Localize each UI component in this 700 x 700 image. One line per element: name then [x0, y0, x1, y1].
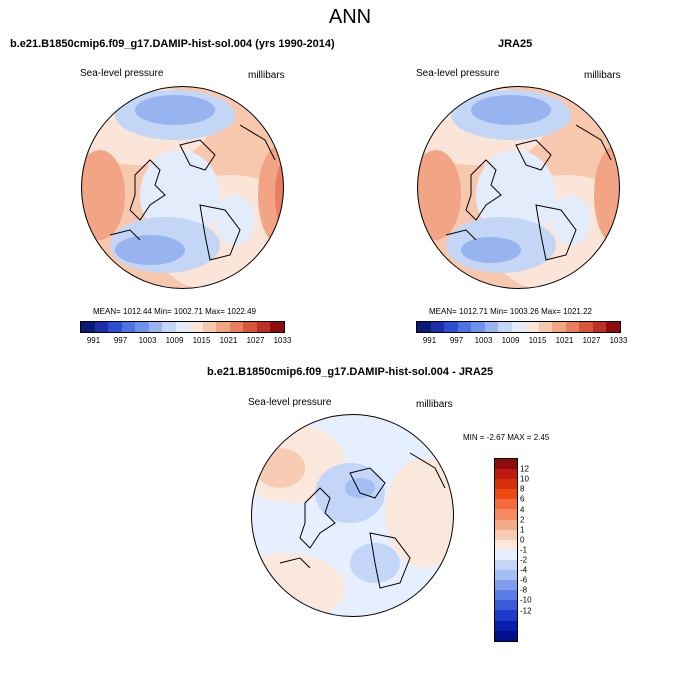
- panel2-stats: MEAN= 1012.71 Min= 1003.26 Max= 1021.22: [429, 307, 592, 316]
- colorbar-swatch: [495, 459, 517, 470]
- colorbar-tick-label: 1033: [273, 336, 292, 345]
- colorbar-tick-label: 1027: [582, 336, 601, 345]
- colorbar-swatch: [457, 322, 471, 332]
- panel3-units-label: millibars: [416, 399, 453, 410]
- panel1-variable-label: Sea-level pressure: [80, 68, 164, 79]
- colorbar-swatch: [498, 322, 512, 332]
- colorbar-swatch: [162, 322, 176, 332]
- colorbar-swatch: [495, 610, 517, 621]
- colorbar-swatch: [511, 322, 525, 332]
- colorbar-swatch: [579, 322, 593, 332]
- colorbar-swatch: [81, 322, 95, 332]
- colorbar-swatch: [495, 590, 517, 601]
- colorbar-swatch: [417, 322, 431, 332]
- colorbar-swatch: [495, 570, 517, 581]
- colorbar-swatch: [495, 469, 517, 480]
- colorbar-tick-label: 1027: [246, 336, 265, 345]
- colorbar-tick-label: -2: [520, 555, 528, 565]
- panel2-colorbar: [416, 321, 621, 333]
- panel1-stats: MEAN= 1012.44 Min= 1002.71 Max= 1022.49: [93, 307, 256, 316]
- colorbar-swatch: [484, 322, 498, 332]
- colorbar-swatch: [538, 322, 552, 332]
- colorbar-tick-label: 1009: [501, 336, 520, 345]
- colorbar-tick-label: -8: [520, 585, 528, 595]
- colorbar-swatch: [495, 600, 517, 611]
- colorbar-tick-label: 0: [520, 535, 525, 545]
- colorbar-swatch: [108, 322, 122, 332]
- panel1-colorbar: [80, 321, 285, 333]
- colorbar-tick-label: -12: [520, 606, 532, 615]
- colorbar-swatch: [495, 559, 517, 571]
- colorbar-tick-label: 1021: [219, 336, 238, 345]
- colorbar-swatch: [256, 322, 270, 332]
- colorbar-swatch: [552, 322, 566, 332]
- colorbar-swatch: [525, 322, 539, 332]
- colorbar-tick-label: 4: [520, 505, 525, 514]
- colorbar-swatch: [471, 322, 485, 332]
- colorbar-swatch: [495, 580, 517, 591]
- figure-title: ANN: [328, 6, 372, 28]
- panel3-variable-label: Sea-level pressure: [248, 397, 332, 408]
- panel1-polar-map: [81, 86, 284, 289]
- colorbar-swatch: [565, 322, 579, 332]
- colorbar-swatch: [495, 509, 517, 520]
- colorbar-swatch: [243, 322, 257, 332]
- colorbar-swatch: [495, 630, 517, 641]
- colorbar-swatch: [189, 322, 203, 332]
- colorbar-tick-label: 10: [520, 474, 529, 484]
- colorbar-swatch: [175, 322, 189, 332]
- colorbar-tick-label: 6: [520, 494, 525, 504]
- colorbar-tick-label: 1015: [528, 336, 547, 345]
- panel1-title: b.e21.B1850cmip6.f09_g17.DAMIP-hist-sol.…: [10, 38, 335, 50]
- colorbar-tick-label: -6: [520, 575, 528, 585]
- colorbar-tick-label: 991: [86, 336, 101, 345]
- colorbar-swatch: [495, 519, 517, 530]
- colorbar-swatch: [216, 322, 230, 332]
- colorbar-tick-label: 1: [520, 525, 525, 535]
- colorbar-tick-label: 1003: [474, 336, 493, 345]
- colorbar-swatch: [495, 620, 517, 631]
- panel3-title: b.e21.B1850cmip6.f09_g17.DAMIP-hist-sol.…: [206, 366, 494, 378]
- colorbar-tick-label: -1: [520, 545, 528, 555]
- colorbar-swatch: [592, 322, 606, 332]
- panel2-polar-map: [417, 86, 620, 289]
- colorbar-tick-label: 12: [520, 464, 529, 474]
- colorbar-swatch: [495, 499, 517, 510]
- panel3-stats: MIN = -2.67 MAX = 2.45: [463, 433, 550, 442]
- colorbar-swatch: [495, 529, 517, 540]
- colorbar-tick-label: 1015: [192, 336, 211, 345]
- colorbar-tick-label: -4: [520, 565, 528, 575]
- colorbar-swatch: [202, 322, 216, 332]
- colorbar-tick-label: 1003: [138, 336, 157, 345]
- colorbar-swatch: [606, 322, 620, 332]
- colorbar-swatch: [135, 322, 149, 332]
- panel3-colorbar: [494, 458, 518, 642]
- colorbar-tick-label: -10: [520, 595, 532, 605]
- colorbar-tick-label: 997: [449, 336, 464, 345]
- colorbar-swatch: [94, 322, 108, 332]
- colorbar-tick-label: 8: [520, 484, 525, 494]
- colorbar-swatch: [270, 322, 284, 332]
- colorbar-tick-label: 1009: [165, 336, 184, 345]
- colorbar-tick-label: 1033: [609, 336, 628, 345]
- colorbar-tick-label: 2: [520, 515, 525, 525]
- colorbar-swatch: [229, 322, 243, 332]
- colorbar-tick-label: 991: [422, 336, 437, 345]
- colorbar-swatch: [495, 479, 517, 490]
- colorbar-swatch: [121, 322, 135, 332]
- panel2-title: JRA25: [498, 38, 533, 50]
- panel2-units-label: millibars: [584, 70, 621, 81]
- panel1-units-label: millibars: [248, 70, 285, 81]
- panel3-polar-map: [251, 414, 454, 617]
- colorbar-tick-label: 997: [113, 336, 128, 345]
- panel2-variable-label: Sea-level pressure: [416, 68, 500, 79]
- colorbar-swatch: [148, 322, 162, 332]
- colorbar-swatch: [430, 322, 444, 332]
- colorbar-swatch: [495, 549, 517, 560]
- colorbar-tick-label: 1021: [555, 336, 574, 345]
- colorbar-swatch: [495, 539, 517, 550]
- colorbar-swatch: [444, 322, 458, 332]
- colorbar-swatch: [495, 489, 517, 500]
